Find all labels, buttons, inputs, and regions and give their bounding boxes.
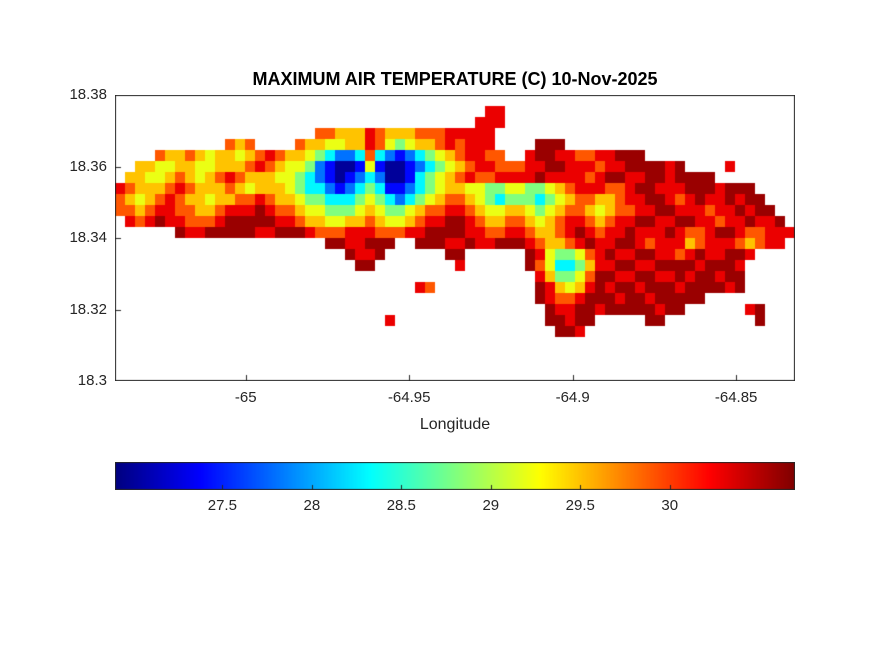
colorbar-tick-label: 28 [303,497,321,514]
colorbar-tick-label: 29.5 [565,497,595,514]
heatmap-canvas [115,95,795,381]
chart-title: MAXIMUM AIR TEMPERATURE (C) 10-Nov-2025 [252,69,658,89]
y-tick-label: 18.3 [77,372,107,389]
x-tick-label: -64.95 [387,389,431,406]
x-axis-label: Longitude [419,416,491,433]
y-tick-label: 18.34 [69,229,107,246]
colorbar-tick-label: 29 [482,497,500,514]
colorbar-tick-label: 28.5 [386,497,416,514]
y-tick-label: 18.38 [69,86,107,103]
y-tick-label: 18.32 [69,300,107,318]
x-tick-label: -64.9 [555,389,590,406]
colorbar-tick-label: 30 [661,497,679,514]
y-tick-label: 18.36 [69,157,107,175]
colorbar-canvas [115,462,795,490]
x-tick-label: -65 [234,389,257,406]
x-tick-label: -64.85 [714,389,758,406]
colorbar-tick-label: 27.5 [207,497,237,514]
